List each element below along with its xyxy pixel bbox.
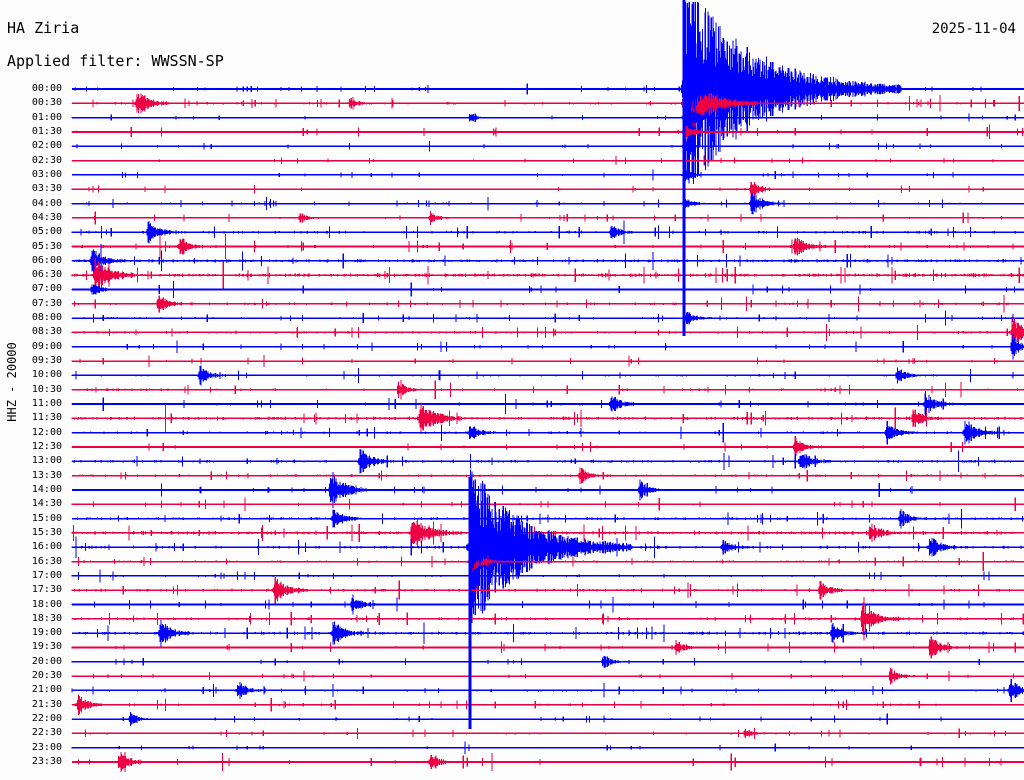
time-tick-label: 15:30 xyxy=(31,526,62,538)
time-tick-label: 04:00 xyxy=(31,197,62,209)
time-tick-label: 19:00 xyxy=(31,627,62,639)
time-tick-label: 06:00 xyxy=(31,254,62,266)
time-tick-label: 03:00 xyxy=(31,168,62,180)
time-tick-label: 23:00 xyxy=(31,741,62,753)
time-tick-label: 11:30 xyxy=(31,412,62,424)
time-tick-label: 20:00 xyxy=(31,655,62,667)
time-tick-label: 04:30 xyxy=(31,211,62,223)
large-spike xyxy=(468,477,533,730)
time-tick-label: 18:00 xyxy=(31,598,62,610)
time-tick-label: 13:30 xyxy=(31,469,62,481)
trace-row xyxy=(71,2,1024,200)
time-tick-label: 17:30 xyxy=(31,584,62,596)
applied-filter-label: Applied filter: WWSSN-SP xyxy=(7,52,224,70)
time-tick-label: 10:30 xyxy=(31,383,62,395)
time-tick-label: 14:00 xyxy=(31,483,62,495)
time-tick-label: 05:00 xyxy=(31,226,62,238)
time-tick-label: 20:30 xyxy=(31,670,62,682)
time-tick-label: 10:00 xyxy=(31,369,62,381)
time-tick-label: 12:30 xyxy=(31,441,62,452)
time-tick-label: 02:30 xyxy=(31,154,62,166)
time-tick-label: 18:30 xyxy=(31,612,62,624)
time-tick-label: 07:30 xyxy=(31,297,62,309)
time-tick-label: 14:30 xyxy=(31,498,62,510)
time-tick-label: 02:00 xyxy=(31,140,62,152)
time-tick-label: 06:30 xyxy=(31,269,62,281)
time-tick-label: 12:00 xyxy=(31,426,62,438)
time-tick-label: 11:00 xyxy=(31,398,62,410)
time-tick-label: 01:30 xyxy=(31,125,62,137)
time-tick-label: 22:30 xyxy=(31,727,62,739)
time-tick-label: 23:30 xyxy=(31,756,62,768)
time-tick-label: 17:00 xyxy=(31,569,62,581)
time-tick-label: 13:00 xyxy=(31,455,62,467)
time-tick-label: 19:30 xyxy=(31,641,62,653)
time-tick-label: 21:30 xyxy=(31,698,62,710)
time-tick-label: 21:00 xyxy=(31,684,62,696)
time-tick-label: 22:00 xyxy=(31,713,62,725)
large-spike xyxy=(682,0,747,336)
time-axis-labels: 00:00 00:30 01:00 01:30 02:00 02:30 03:00 03:30… xyxy=(0,0,70,780)
time-tick-label: 07:00 xyxy=(31,283,62,295)
time-tick-label: 08:00 xyxy=(31,312,62,324)
time-tick-label: 15:00 xyxy=(31,512,62,524)
time-tick-label: 05:30 xyxy=(31,240,62,252)
time-tick-label: 09:30 xyxy=(31,355,62,367)
station-title: HA Ziria xyxy=(7,19,80,37)
time-tick-label: 08:30 xyxy=(31,326,62,338)
time-tick-label: 09:00 xyxy=(31,340,62,352)
time-tick-label: 03:30 xyxy=(31,183,62,195)
record-date: 2025-11-04 xyxy=(931,21,1016,37)
time-tick-label: 01:00 xyxy=(31,111,62,123)
time-tick-label: 16:30 xyxy=(31,555,62,567)
time-tick-label: 00:00 xyxy=(31,83,62,94)
time-tick-label: 16:00 xyxy=(31,541,62,553)
time-tick-label: 00:30 xyxy=(31,97,62,109)
